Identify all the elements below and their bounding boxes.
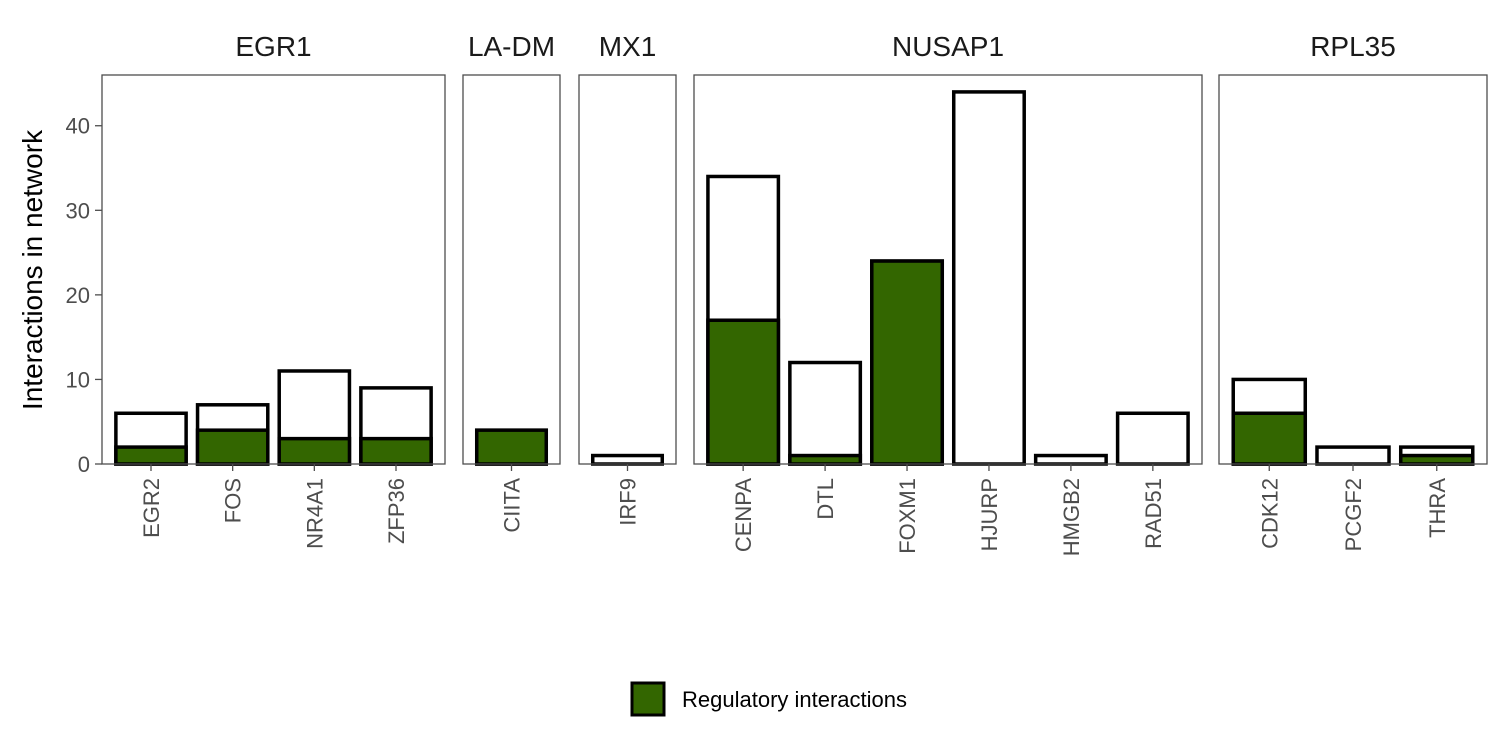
facet-title: EGR1 [235,31,311,62]
bar-total-hjurp [951,90,1026,466]
x-tick-label-irf9: IRF9 [616,478,641,526]
y-axis: 0 10 20 30 40 [66,114,102,477]
x-tick-label-cenpa: CENPA [731,478,756,552]
bar-regulatory-fos [195,428,270,466]
bar-regulatory-cdk12 [1231,411,1308,466]
facet-title: NUSAP1 [892,31,1004,62]
facet-mx1: MX1 IRF9 [578,31,677,526]
panel-border [578,74,677,465]
facet-egr1: EGR1 EGR2 FOS NR4A1 ZFP36 [101,31,446,549]
bar-regulatory-cenpa [706,318,781,466]
y-tick-label: 10 [66,367,90,392]
bar-regulatory-dtl [788,453,863,466]
x-tick-label-fos: FOS [221,478,246,523]
bar-total-rad51 [1115,411,1190,466]
bar-total-hmgb2 [1033,453,1108,466]
facet-title: LA-DM [468,31,555,62]
x-tick-label-egr2: EGR2 [139,478,164,538]
bar-regulatory-nr4a1 [277,436,352,466]
bar-total-irf9 [590,453,665,466]
bar-regulatory-foxm1 [870,259,945,466]
bar-total-pcgf2 [1315,445,1391,466]
x-tick-label-rad51: RAD51 [1141,478,1166,549]
panel-border [462,74,561,465]
bar-total-dtl [788,360,863,466]
facet-nusap1: NUSAP1 CENPA DTL FOXM1 HJURP HMGB2 RAD51 [693,31,1203,556]
x-tick-label-hmgb2: HMGB2 [1059,478,1084,556]
y-tick-label: 40 [66,114,90,139]
facet-title: MX1 [599,31,657,62]
y-tick-label: 30 [66,198,90,223]
legend-label-regulatory: Regulatory interactions [682,687,907,712]
legend-swatch-regulatory [630,681,666,717]
bar-regulatory-thra [1398,453,1475,466]
panel-border [1218,74,1488,465]
x-tick-label-thra: THRA [1425,478,1450,538]
x-tick-label-zfp36: ZFP36 [384,478,409,544]
x-tick-label-dtl: DTL [813,478,838,520]
facet-title: RPL35 [1310,31,1396,62]
legend: Regulatory interactions [630,681,907,717]
x-tick-label-pcgf2: PCGF2 [1341,478,1366,551]
x-tick-label-nr4a1: NR4A1 [302,478,327,549]
y-tick-label: 20 [66,283,90,308]
bar-regulatory-egr2 [114,445,188,466]
facet-rpl35: RPL35 CDK12 PCGF2 THRA [1218,31,1488,551]
x-tick-label-foxm1: FOXM1 [895,478,920,554]
panel-border [693,74,1203,465]
bar-regulatory-zfp36 [359,436,433,466]
x-tick-label-ciita: CIITA [500,478,525,533]
y-tick-label: 0 [78,452,90,477]
facet-la-dm: LA-DM CIITA [462,31,561,533]
panel-border [101,74,446,465]
bar-regulatory-ciita [474,428,549,466]
x-tick-label-cdk12: CDK12 [1257,478,1282,549]
x-tick-label-hjurp: HJURP [977,478,1002,551]
facets: EGR1 EGR2 FOS NR4A1 ZFP36 LA-DM CIITA MX1 IRF9 NU… [101,31,1488,556]
y-axis-title: Interactions in network [17,129,48,410]
